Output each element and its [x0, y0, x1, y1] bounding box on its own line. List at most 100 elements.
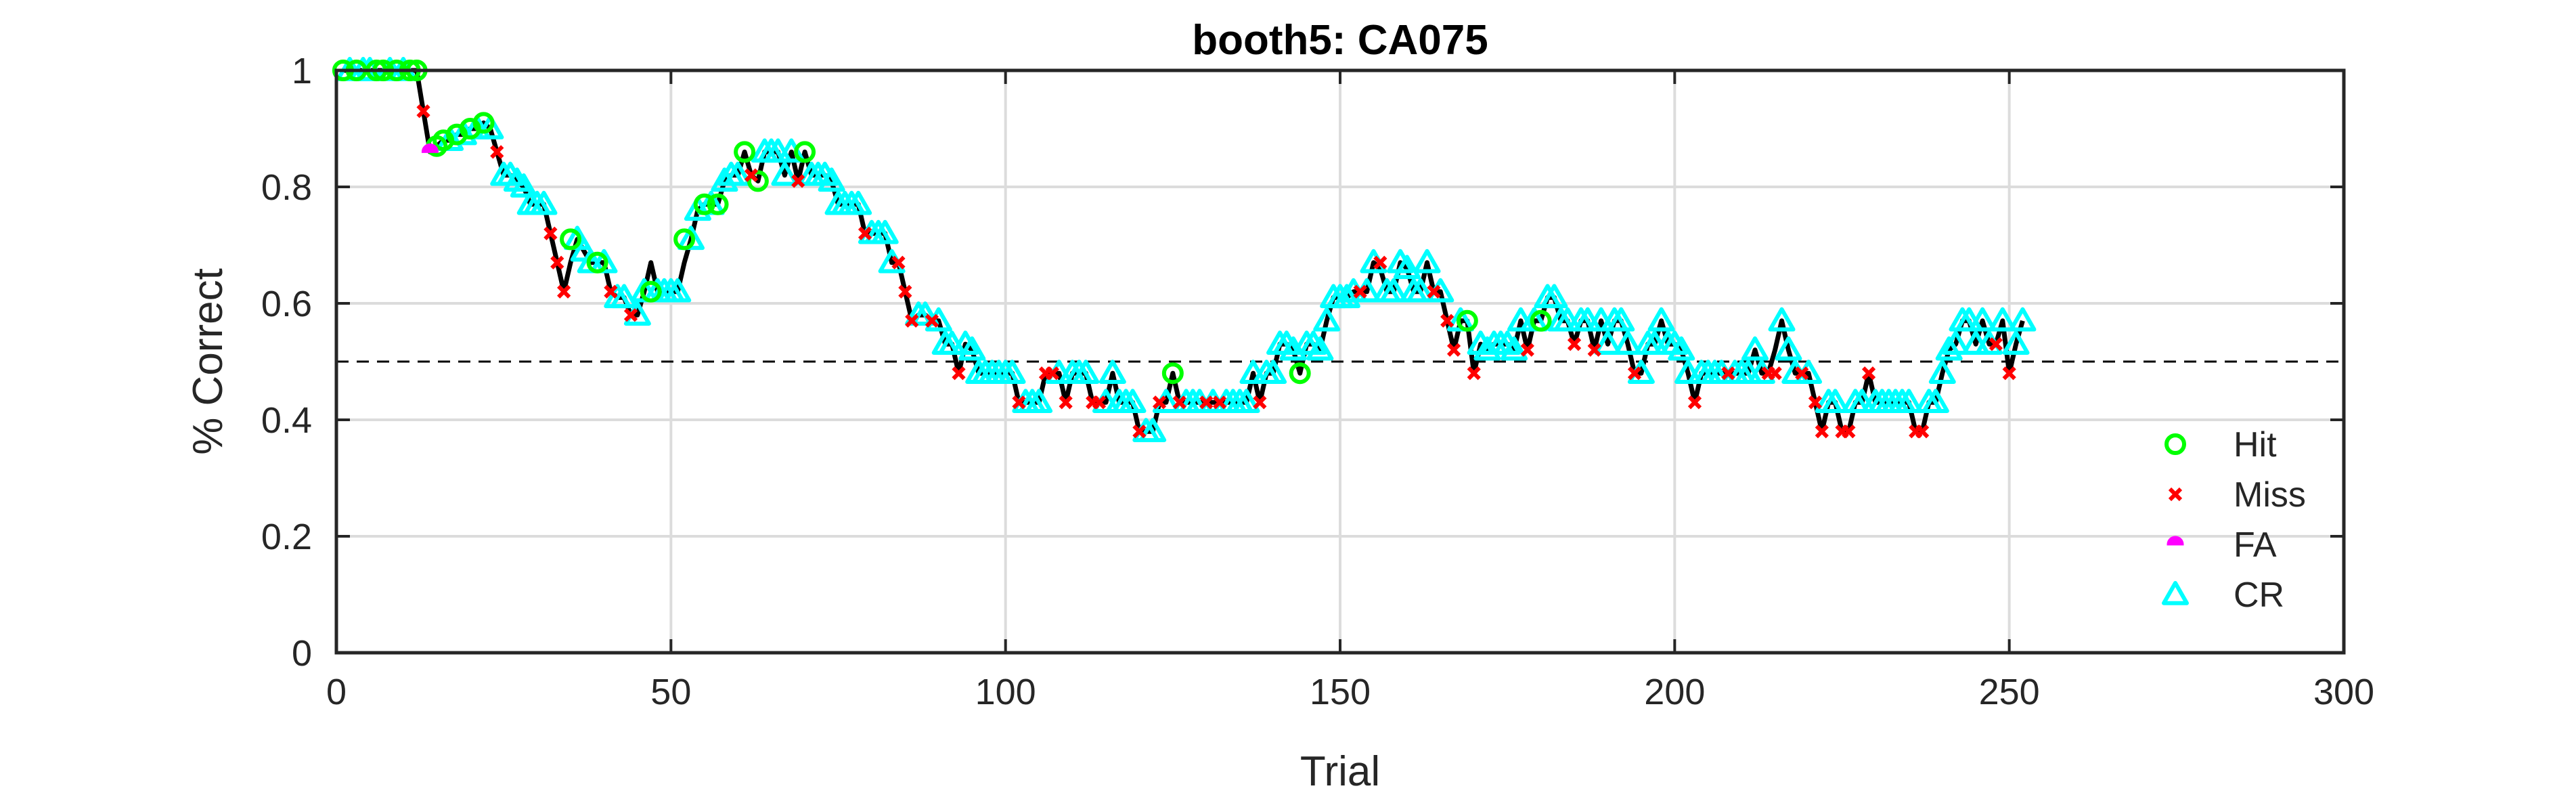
cr-marker [1821, 389, 1849, 413]
legend-marker-hit [2164, 433, 2186, 455]
cr-marker [1446, 307, 1474, 332]
miss-marker [1768, 366, 1782, 381]
y-axis-title: % Correct [185, 268, 231, 455]
miss-marker [1721, 366, 1735, 381]
cr-marker [2002, 330, 2030, 355]
miss-marker [1861, 366, 1876, 381]
miss-marker [1567, 337, 1582, 351]
hit-marker [1289, 362, 1311, 385]
miss-marker [791, 174, 805, 188]
cr-marker [1942, 330, 1970, 355]
cr-marker [771, 161, 799, 186]
miss-marker [1842, 425, 1856, 439]
hit-marker [747, 170, 769, 192]
cr-marker [1406, 278, 1434, 303]
legend-marker-cr [2162, 581, 2189, 605]
miss-marker [1059, 395, 1073, 410]
series-fa [421, 143, 439, 153]
miss-marker [1253, 395, 1267, 410]
cr-marker [1119, 389, 1147, 413]
cr-marker [1928, 360, 1956, 384]
miss-marker [1012, 395, 1026, 410]
cr-marker [1413, 249, 1441, 274]
miss-marker [550, 255, 564, 269]
cr-marker [1775, 336, 1802, 361]
cr-marker [1313, 307, 1341, 332]
x-axis-title: Trial [1300, 748, 1380, 795]
cr-marker [1233, 389, 1260, 413]
miss-marker [898, 284, 912, 299]
x-tick-label: 200 [1644, 672, 1705, 712]
y-tick-label: 0.6 [261, 284, 312, 324]
cr-marker [1139, 418, 1167, 442]
cr-marker [664, 278, 692, 303]
miss-marker [1172, 395, 1186, 410]
miss-marker [1212, 395, 1227, 410]
hit-marker [1530, 309, 1552, 332]
legend-marker-fa [2167, 536, 2184, 546]
y-tick-label: 0 [292, 633, 312, 674]
cr-marker [1501, 336, 1528, 361]
y-tick-label: 0.8 [261, 167, 312, 208]
hit-marker [560, 228, 582, 251]
cr-marker [677, 225, 705, 251]
hit-marker [734, 141, 756, 163]
miss-marker [557, 284, 571, 299]
miss-marker [1795, 366, 1809, 381]
cr-marker [1333, 284, 1360, 309]
cr-marker [818, 167, 845, 192]
cr-marker [1895, 389, 1923, 413]
cr-marker [1989, 307, 2016, 332]
legend-marker-miss [2168, 487, 2183, 502]
miss-marker [416, 104, 430, 118]
hit-marker [693, 193, 715, 215]
cr-marker [1741, 336, 1769, 361]
hit-marker [707, 193, 729, 215]
y-tick-label: 1 [292, 51, 312, 91]
x-tick-label: 50 [650, 672, 691, 712]
miss-marker [1092, 395, 1107, 410]
cr-marker [1025, 389, 1053, 413]
cr-marker [724, 161, 752, 186]
x-tick-label: 150 [1310, 672, 1371, 712]
cr-marker [476, 115, 504, 139]
hit-marker [794, 141, 816, 163]
hit-marker [673, 228, 696, 251]
cr-marker [998, 360, 1026, 384]
cr-marker [1969, 307, 1997, 332]
legend-label-cr: CR [2234, 576, 2284, 615]
cr-marker [845, 190, 872, 215]
cr-marker [1072, 360, 1100, 384]
miss-marker [1815, 425, 1829, 439]
cr-marker [1306, 336, 1334, 361]
miss-marker [1199, 395, 1214, 410]
cr-marker [1380, 278, 1408, 303]
miss-marker [1808, 395, 1823, 410]
series-miss [416, 104, 2016, 439]
legend-label-fa: FA [2234, 525, 2277, 565]
cr-marker [1260, 360, 1287, 384]
hit-marker [640, 280, 662, 303]
miss-marker [1989, 337, 2003, 351]
cr-marker [1614, 330, 1642, 355]
miss-marker [1353, 284, 1367, 299]
miss-marker [490, 145, 504, 159]
cr-marker [510, 173, 537, 198]
miss-marker [1373, 255, 1387, 269]
cr-marker [1520, 307, 1548, 332]
x-tick-label: 0 [326, 672, 347, 712]
cr-marker [1922, 389, 1949, 413]
miss-marker [744, 168, 759, 182]
miss-marker [1152, 395, 1167, 410]
x-tick-label: 100 [975, 672, 1036, 712]
miss-marker [1045, 366, 1059, 381]
cr-marker [1607, 307, 1635, 332]
cr-marker [590, 249, 618, 274]
chart-title: booth5: CA075 [1192, 17, 1488, 64]
miss-marker [925, 314, 939, 328]
cr-marker [1647, 307, 1675, 332]
miss-marker [1440, 314, 1454, 328]
miss-marker [1132, 425, 1147, 439]
